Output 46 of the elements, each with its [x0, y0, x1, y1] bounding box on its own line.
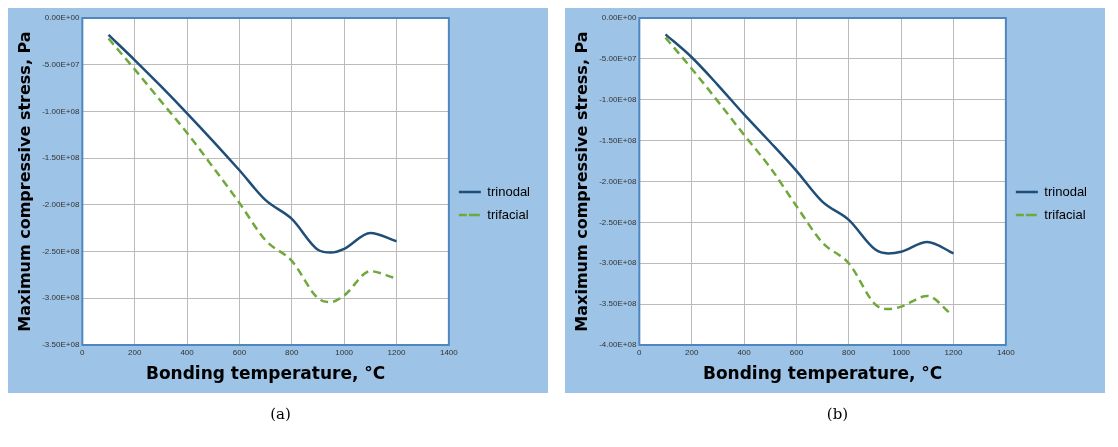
x-tick-label: 1000: [892, 348, 911, 357]
x-tick-label: 600: [789, 348, 804, 357]
legend-label: trifacial: [487, 206, 529, 222]
x-tick-label: 200: [685, 348, 699, 357]
y-tick-label: -1.00E+08: [599, 94, 637, 104]
x-tick-label: 800: [842, 348, 856, 357]
y-tick-label: -2.50E+08: [599, 217, 637, 227]
y-tick-label: -3.50E+08: [599, 299, 637, 309]
line-series: [664, 33, 955, 255]
y-tick-label: -1.50E+08: [599, 135, 637, 145]
y-tick-label: -3.00E+08: [599, 258, 637, 268]
x-tick-label: 1000: [335, 348, 354, 357]
x-tick-label: 0: [637, 348, 643, 357]
x-tick-label: 400: [737, 348, 752, 357]
y-tick-label: -3.50E+08: [42, 340, 80, 350]
x-tick-label: 800: [285, 348, 299, 357]
text: (b): [825, 405, 850, 423]
y-tick-label: -3.00E+08: [42, 293, 80, 303]
x-tick-label: 1400: [996, 348, 1016, 357]
x-axis-title: Bonding temperature, °C: [145, 363, 386, 384]
y-tick-label: -2.00E+08: [599, 176, 637, 186]
legend-label: trifacial: [1044, 206, 1086, 222]
line-series: [107, 37, 396, 304]
x-tick-label: 1400: [439, 348, 459, 357]
y-tick-label: -5.00E+07: [42, 59, 80, 69]
x-axis-title: Bonding temperature, °C: [702, 363, 943, 384]
y-tick-label: -1.50E+08: [42, 153, 80, 163]
y-axis-title: Maximum compressive stress, Pa: [14, 31, 34, 332]
y-axis-title: Maximum compressive stress, Pa: [571, 31, 591, 332]
x-tick-label: 1200: [387, 348, 406, 357]
y-tick-label: -2.00E+08: [42, 200, 80, 210]
x-tick-label: 400: [180, 348, 195, 357]
y-tick-label: -2.50E+08: [42, 246, 80, 256]
x-tick-label: 1200: [944, 348, 963, 357]
y-tick-label: -4.00E+08: [599, 340, 637, 350]
y-tick-label: 0.00E+00: [44, 13, 80, 23]
line-series: [107, 33, 398, 254]
legend-label: trinodal: [487, 183, 531, 199]
legend-label: trinodal: [1044, 183, 1088, 199]
y-tick-label: -1.00E+08: [42, 106, 80, 116]
x-tick-label: 200: [128, 348, 142, 357]
text: (a): [269, 405, 292, 423]
x-tick-label: 0: [80, 348, 86, 357]
y-tick-label: -5.00E+07: [599, 54, 637, 64]
x-tick-label: 600: [232, 348, 247, 357]
y-tick-label: 0.00E+00: [601, 13, 637, 23]
